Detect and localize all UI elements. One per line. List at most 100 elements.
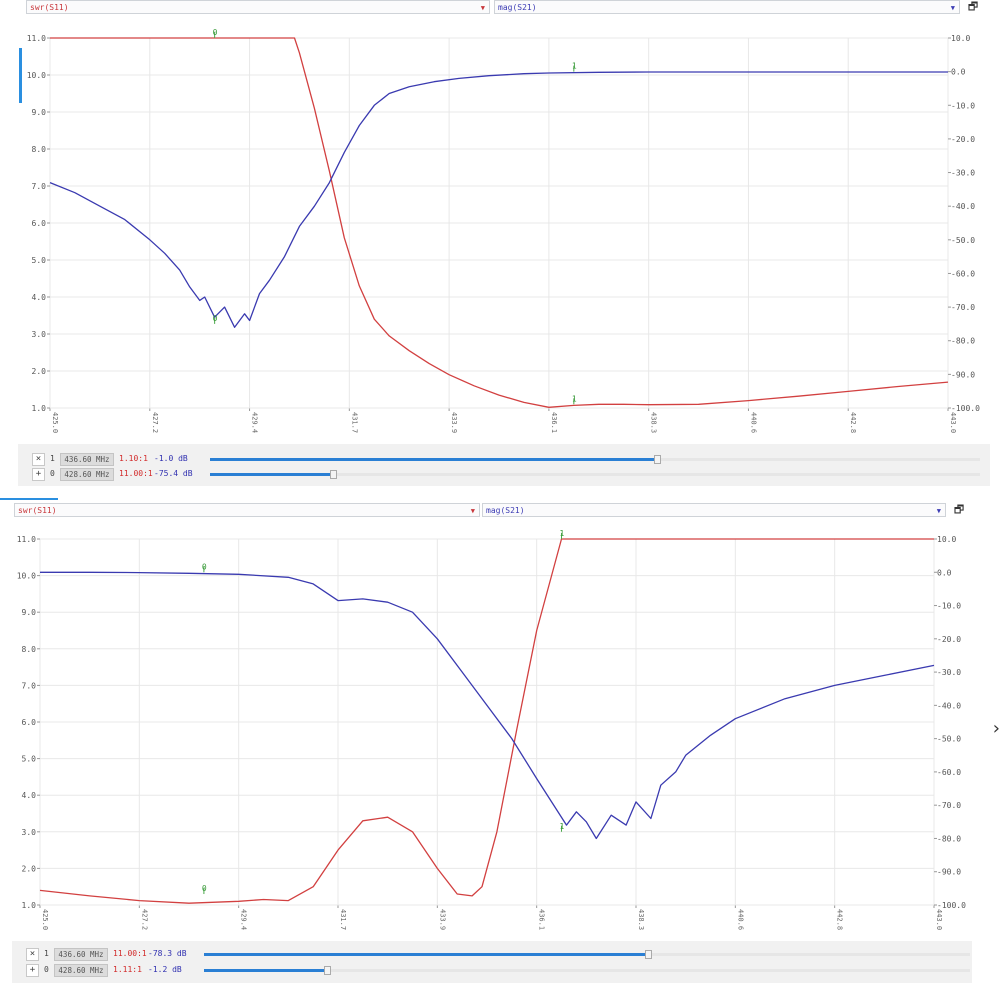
swr-trace-line	[39, 538, 934, 904]
marker-label: 1	[560, 529, 565, 538]
restore-window-icon[interactable]: 🗗	[953, 503, 965, 516]
y-left-tick-label: 10.0	[17, 572, 36, 581]
y-left-tick-label: 6.0	[22, 718, 37, 727]
y-right-tick-label: -50.0	[951, 236, 975, 245]
marker-index: 0	[44, 965, 49, 974]
slider-fill	[204, 953, 649, 956]
slider-thumb[interactable]	[323, 966, 331, 975]
x-tick-label: 443.0	[935, 909, 943, 930]
marker-mag-value: -1.2 dB	[148, 965, 182, 974]
y-right-tick-label: -60.0	[937, 768, 961, 777]
y-right-tick-label: 10.0	[937, 535, 956, 544]
marker-mag-value: -1.0 dB	[154, 454, 188, 463]
slider-thumb[interactable]	[653, 455, 661, 464]
marker-swr-value: 1.11:1	[113, 965, 142, 974]
x-tick-label: 442.8	[849, 412, 857, 433]
marker-swr-value: 11.00:1	[113, 949, 147, 958]
marker-mag-value: -75.4 dB	[154, 469, 193, 478]
y-left-tick-label: 11.0	[27, 34, 46, 43]
mag-trace-select-label: mag(S21)	[486, 506, 525, 515]
x-tick-label: 427.2	[151, 412, 159, 433]
marker-label: 0	[202, 562, 207, 571]
mag-trace-select[interactable]: mag(S21) ▼	[482, 503, 946, 517]
panel-divider-accent	[0, 498, 58, 500]
y-right-tick-label: 10.0	[951, 34, 970, 43]
y-left-tick-label: 1.0	[22, 901, 37, 910]
y-left-tick-label: 5.0	[22, 755, 37, 764]
marker-swr-value: 11.00:1	[119, 469, 153, 478]
y-right-tick-label: -30.0	[937, 668, 961, 677]
marker-frequency-field: 436.60 MHz	[54, 948, 108, 961]
marker-row: +0 428.60 MHz 11.00:1 -75.4 dB	[32, 467, 992, 481]
chevron-down-icon: ▼	[950, 4, 955, 12]
slider-thumb[interactable]	[330, 470, 338, 479]
remove-marker-button[interactable]: ×	[32, 453, 45, 466]
marker-label: 0	[213, 314, 218, 323]
chart-plot-2: 425.0 427.2 429.4 431.7 433.9 436.1 438.3 440.6…	[17, 529, 966, 930]
marker-index: 1	[44, 949, 49, 958]
y-left-tick-label: 1.0	[32, 404, 47, 413]
y-right-tick-label: -90.0	[937, 868, 961, 877]
y-right-tick-label: -80.0	[937, 834, 961, 843]
y-left-tick-label: 8.0	[22, 645, 37, 654]
marker-label: 0	[213, 28, 218, 37]
y-left-tick-label: 8.0	[32, 145, 47, 154]
marker-label: 0	[202, 884, 207, 893]
y-left-tick-label: 9.0	[32, 108, 47, 117]
marker-label: 1	[572, 62, 577, 71]
add-marker-button[interactable]: +	[26, 964, 39, 977]
marker-swr-value: 1.10:1	[119, 454, 148, 463]
marker-footer-1: × 1 436.60 MHz 1.10:1 -1.0 dB +0 428.60 MHz 11…	[18, 444, 990, 486]
chart-plot-1: 425.0 427.2 429.4 431.7 433.9 436.1 438.3 440.6…	[27, 28, 980, 433]
y-left-tick-label: 6.0	[32, 219, 47, 228]
remove-marker-button[interactable]: ×	[26, 948, 39, 961]
y-left-tick-label: 2.0	[32, 367, 47, 376]
marker-frequency-slider[interactable]	[204, 950, 970, 959]
y-left-tick-label: 3.0	[32, 330, 47, 339]
slider-fill	[210, 458, 657, 461]
x-tick-label: 440.6	[749, 412, 757, 433]
swr-trace-select-label: swr(S11)	[18, 506, 57, 515]
marker-row: × 1 436.60 MHz 1.10:1 -1.0 dB	[32, 452, 992, 466]
y-left-tick-label: 11.0	[17, 535, 36, 544]
marker-frequency-slider[interactable]	[210, 470, 980, 479]
x-tick-label: 429.4	[251, 412, 259, 433]
marker-frequency-slider[interactable]	[210, 455, 980, 464]
y-right-tick-label: -10.0	[951, 101, 975, 110]
y-right-tick-label: -70.0	[937, 801, 961, 810]
marker-frequency-slider[interactable]	[204, 966, 970, 975]
slider-fill	[210, 473, 334, 476]
x-tick-label: 442.8	[836, 909, 844, 930]
slider-thumb[interactable]	[645, 950, 653, 959]
swr-trace-select[interactable]: swr(S11) ▼	[26, 0, 490, 14]
y-left-tick-label: 7.0	[32, 182, 47, 191]
swr-trace-select[interactable]: swr(S11) ▼	[14, 503, 480, 517]
swr-trace-select-label: swr(S11)	[30, 3, 69, 12]
mag-trace-line	[49, 71, 948, 328]
add-marker-button[interactable]: +	[32, 468, 45, 481]
marker-index: 1	[50, 454, 55, 463]
chart-panel-1: swr(S11) ▼ mag(S21) ▼ 🗗 425.0 427.2 429.4 4…	[0, 0, 1000, 500]
y-right-tick-label: -20.0	[937, 635, 961, 644]
y-right-tick-label: -90.0	[951, 370, 975, 379]
y-right-tick-label: -100.0	[937, 901, 966, 910]
x-tick-label: 431.7	[350, 412, 358, 433]
y-right-tick-label: 0.0	[951, 68, 966, 77]
x-tick-label: 425.0	[51, 412, 59, 433]
swr-trace-line	[50, 37, 949, 408]
y-left-tick-label: 2.0	[22, 864, 37, 873]
chevron-right-icon[interactable]: ›	[992, 718, 1000, 739]
mag-trace-select-label: mag(S21)	[498, 3, 537, 12]
x-tick-label: 436.1	[550, 412, 558, 433]
chevron-down-icon: ▼	[470, 507, 475, 515]
restore-window-icon[interactable]: 🗗	[967, 0, 979, 13]
x-tick-label: 433.9	[438, 909, 446, 930]
x-tick-label: 443.0	[949, 412, 957, 433]
x-tick-label: 429.4	[240, 909, 248, 930]
mag-trace-select[interactable]: mag(S21) ▼	[494, 0, 960, 14]
x-tick-label: 440.6	[736, 909, 744, 930]
chevron-down-icon: ▼	[936, 507, 941, 515]
x-tick-label: 438.3	[650, 412, 658, 433]
x-tick-label: 427.2	[140, 909, 148, 930]
x-tick-label: 436.1	[538, 909, 546, 930]
